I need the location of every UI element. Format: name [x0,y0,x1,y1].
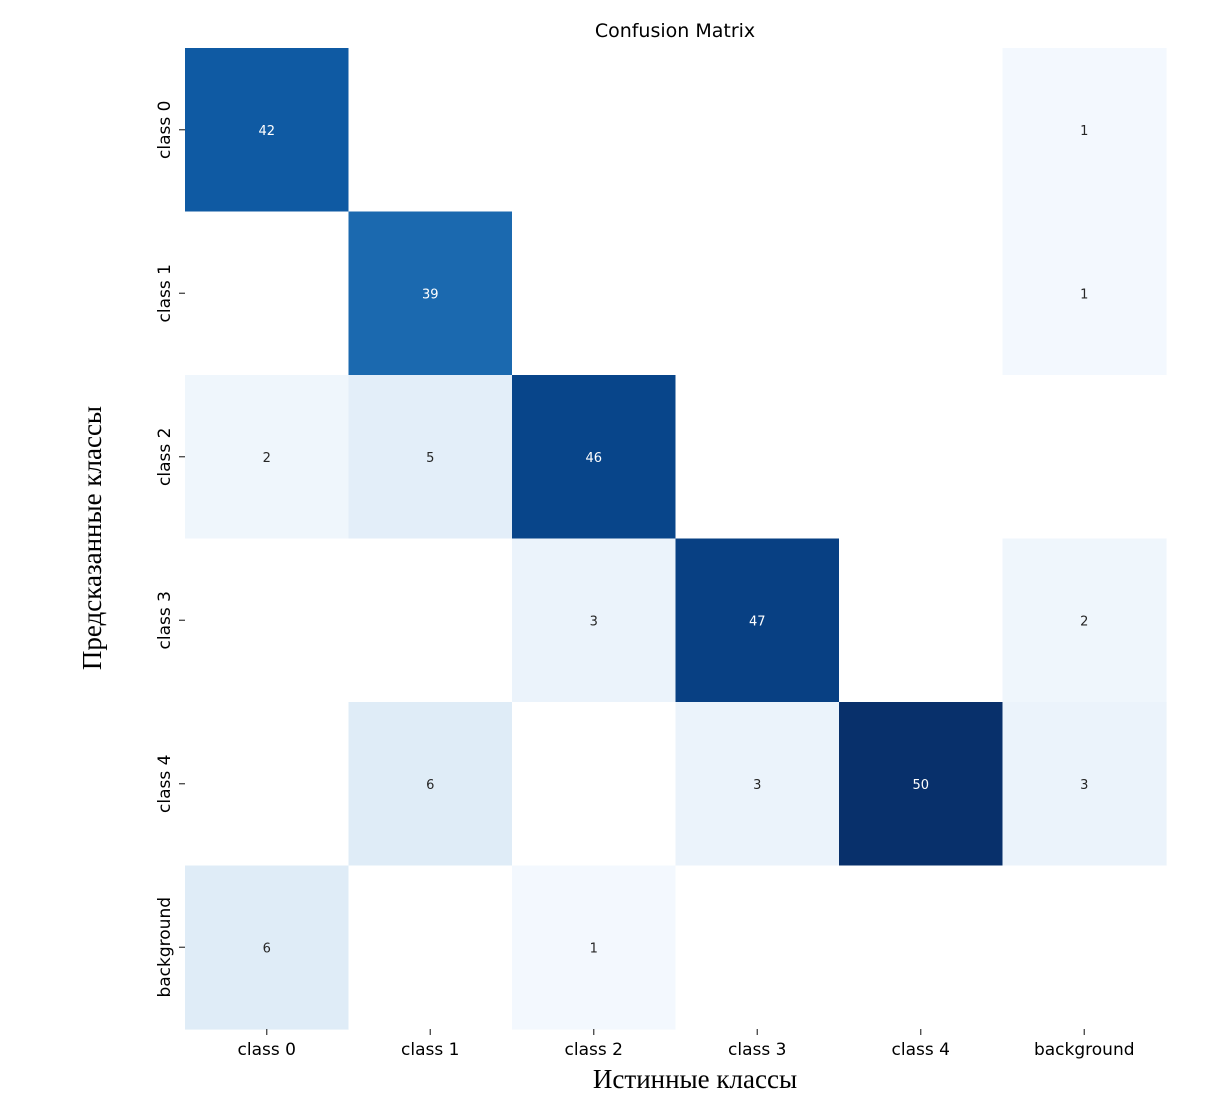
heatmap-cell [185,702,350,867]
heatmap-cell [839,375,1004,540]
heatmap-cell [839,48,1004,213]
heatmap-cell [348,538,513,703]
heatmap-cell [512,865,677,1030]
heatmap-cell [839,211,1004,376]
y-tick-label: background [155,897,175,998]
heatmap-cell [675,48,840,213]
heatmap-cell [839,702,1004,867]
heatmap-cell [185,865,350,1030]
y-axis-ticks: class 0 class 1 class 2 class 3 class 4 backg… [155,101,185,998]
heatmap-cell [675,211,840,376]
heatmap-cell [1002,865,1167,1030]
heatmap-cell [675,865,840,1030]
cell-value-label: 1 [1080,124,1088,139]
heatmap-cell [1002,375,1167,540]
x-tick-label: class 2 [565,1040,623,1060]
heatmap-cell [1002,538,1167,703]
cell-value-label: 47 [749,614,766,629]
chart-title: Confusion Matrix [595,20,755,42]
heatmap-cell [675,702,840,867]
heatmap-cell [348,702,513,867]
y-axis-label: Предсказанные классы [77,406,107,670]
heatmap-cell [1002,211,1167,376]
y-tick-label: class 2 [155,428,175,486]
heatmap-cell [839,538,1004,703]
cell-value-label: 3 [753,778,761,793]
x-axis-label: Истинные классы [593,1064,797,1094]
cell-value-label: 3 [590,614,598,629]
cell-value-label: 3 [1080,778,1088,793]
cell-value-label: 2 [1080,614,1088,629]
heatmap-cell [1002,702,1167,867]
heatmap-cell [348,48,513,213]
y-tick-label: class 1 [155,264,175,322]
heatmap-cells: 42 1 39 1 2 5 46 3 47 2 6 3 50 3 6 1 [185,48,1167,1030]
heatmap-cell [185,375,350,540]
x-tick-label: class 1 [401,1040,459,1060]
cell-value-label: 42 [258,124,275,139]
y-tick-label: class 0 [155,101,175,159]
y-tick-label: class 4 [155,755,175,813]
heatmap-cell [675,538,840,703]
heatmap-cell [675,375,840,540]
heatmap-cell [185,538,350,703]
cell-value-label: 5 [426,451,434,466]
heatmap-cell [512,211,677,376]
heatmap-cell [348,375,513,540]
x-tick-label: class 3 [728,1040,786,1060]
heatmap-cell [348,211,513,376]
heatmap-cell [348,865,513,1030]
cell-value-label: 1 [1080,287,1088,302]
heatmap-cell [512,48,677,213]
cell-value-label: 46 [585,451,602,466]
heatmap-cell [512,538,677,703]
y-tick-label: class 3 [155,591,175,649]
x-tick-label: class 4 [892,1040,950,1060]
heatmap-cell [185,48,350,213]
cell-value-label: 6 [426,778,434,793]
cell-value-label: 39 [422,287,439,302]
x-tick-label: background [1034,1040,1135,1060]
x-tick-label: class 0 [238,1040,296,1060]
heatmap-cell [512,375,677,540]
heatmap-cell [512,702,677,867]
x-axis-ticks: class 0 class 1 class 2 class 3 class 4 backg… [238,1029,1135,1060]
cell-value-label: 1 [590,941,598,956]
cell-value-label: 2 [263,451,271,466]
heatmap-cell [1002,48,1167,213]
cell-value-label: 50 [912,778,929,793]
heatmap-cell [185,211,350,376]
heatmap-cell [839,865,1004,1030]
cell-value-label: 6 [263,941,271,956]
